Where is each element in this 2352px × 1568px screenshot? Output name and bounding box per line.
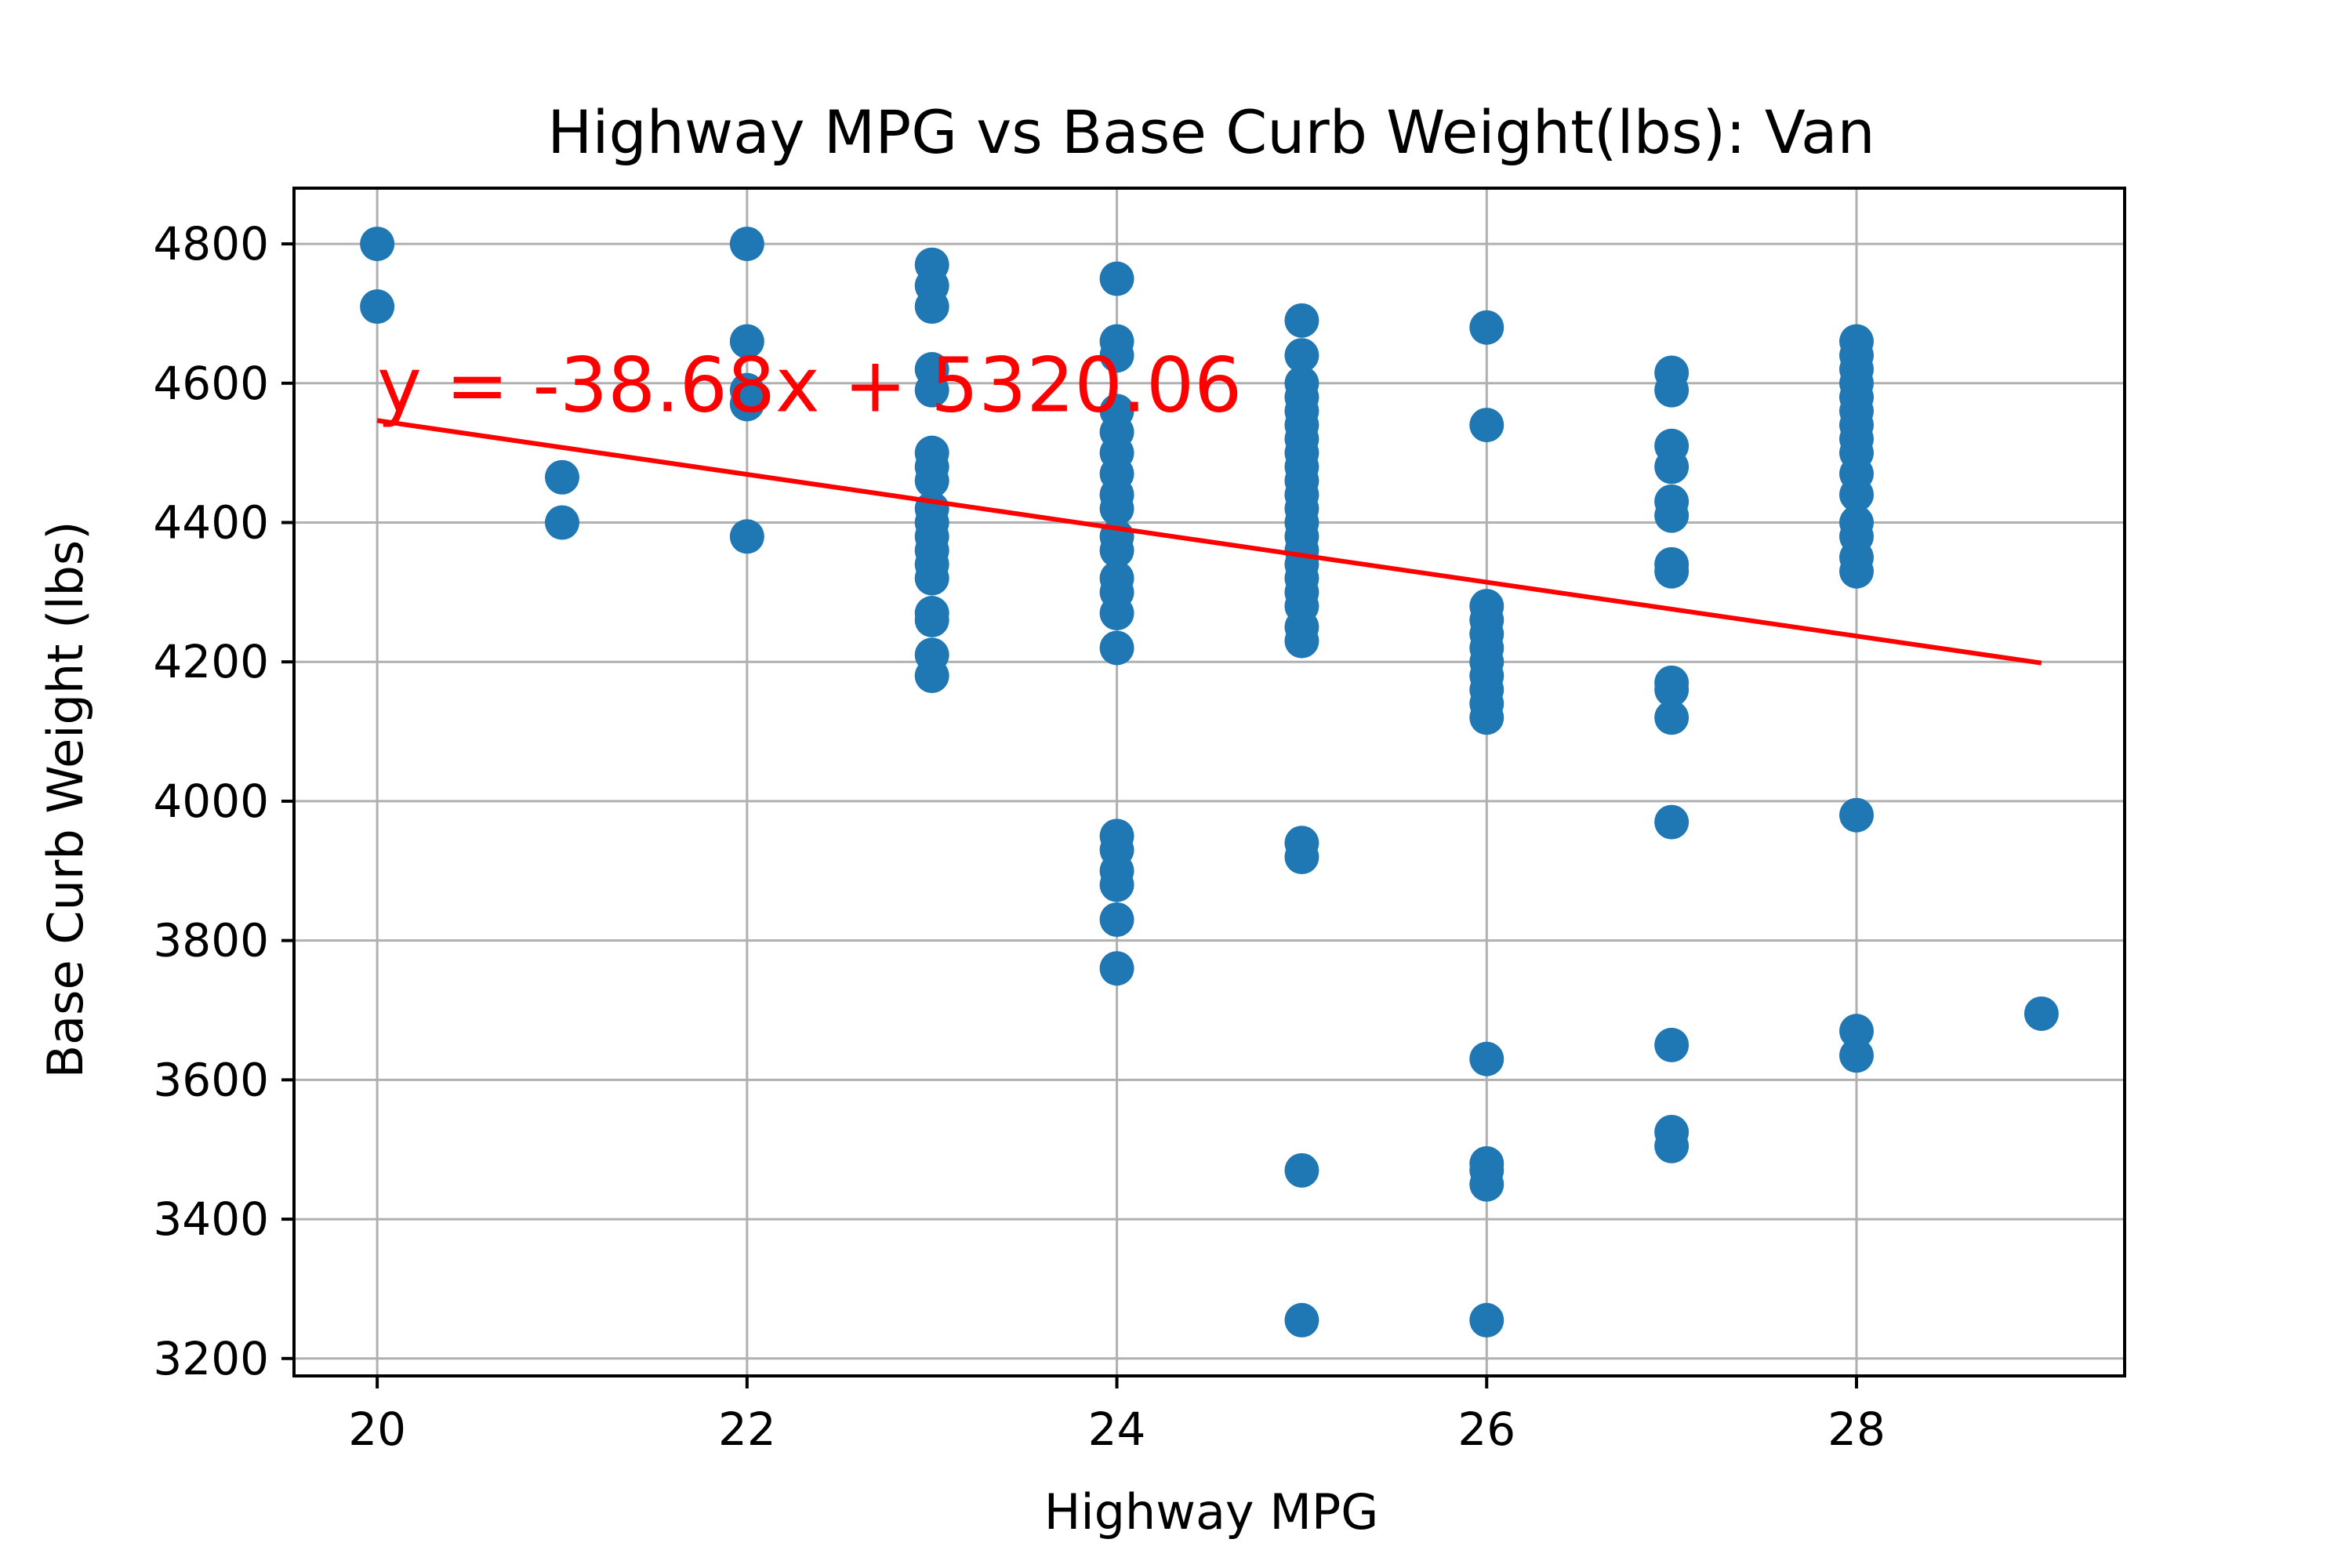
data-point (1654, 554, 1690, 589)
data-point (1654, 449, 1690, 485)
x-axis-label: Highway MPG (1044, 1483, 1379, 1541)
data-point (914, 561, 949, 596)
x-tick-label: 20 (348, 1403, 406, 1456)
data-point (1654, 804, 1690, 840)
data-point (914, 372, 949, 408)
y-tick-label: 4600 (153, 357, 269, 410)
data-point (1284, 338, 1319, 373)
data-point (1654, 372, 1690, 408)
data-point (914, 289, 949, 325)
x-tick-label: 26 (1457, 1403, 1515, 1456)
data-point (1469, 310, 1504, 345)
axes: 20 22 24 26 28 3200 3400 3600 3800 4000 4200 4400 46… (153, 187, 2126, 1456)
regression-line (376, 418, 2042, 666)
data-point (1284, 1302, 1319, 1338)
data-point (1099, 951, 1134, 986)
regression-equation: y = -38.68x + 5320.06 (377, 341, 1242, 429)
data-point (914, 602, 949, 637)
data-point (729, 324, 764, 359)
data-point (1654, 672, 1690, 707)
data-point (1099, 261, 1134, 296)
data-point (1099, 902, 1134, 937)
data-point (1469, 1041, 1504, 1076)
data-point (1839, 477, 1875, 512)
data-point (1839, 1014, 1875, 1049)
data-point (1284, 303, 1319, 338)
grid-lines (294, 188, 2125, 1376)
x-tick-label: 24 (1088, 1403, 1146, 1456)
y-tick-label: 4000 (153, 775, 269, 828)
y-tick-label: 4800 (153, 217, 269, 270)
y-tick-label: 3600 (153, 1053, 269, 1106)
data-point (1284, 623, 1319, 659)
y-tick-label: 3400 (153, 1192, 269, 1246)
data-point (2024, 996, 2059, 1031)
data-point (544, 459, 579, 495)
data-point (1654, 1128, 1690, 1163)
data-point (1654, 700, 1690, 735)
data-point (1469, 408, 1504, 443)
data-point (1099, 596, 1134, 631)
data-point (1469, 700, 1504, 735)
data-point (1099, 338, 1134, 373)
y-tick-label: 3200 (153, 1332, 269, 1385)
x-tick-label: 22 (718, 1403, 776, 1456)
data-point (1839, 554, 1875, 589)
chart-title: Highway MPG vs Base Curb Weight(lbs): Va… (547, 97, 1875, 167)
data-point (1654, 1027, 1690, 1062)
data-point (729, 387, 764, 422)
y-tick-label: 3800 (153, 914, 269, 967)
data-point (360, 227, 395, 262)
data-point (1099, 867, 1134, 902)
regression-layer (376, 418, 2042, 666)
y-axis-label: Base Curb Weight (lbs) (37, 521, 94, 1079)
data-point (1099, 533, 1134, 568)
data-point (1099, 491, 1134, 526)
data-point (1654, 498, 1690, 533)
data-point (544, 505, 579, 540)
y-tick-label: 4400 (153, 496, 269, 550)
data-point (729, 519, 764, 554)
data-point (1469, 1167, 1504, 1202)
data-point (1839, 1038, 1875, 1073)
data-point (1839, 797, 1875, 833)
data-point (1284, 1152, 1319, 1188)
data-point (1284, 840, 1319, 875)
data-point (1469, 1302, 1504, 1338)
data-point (1099, 630, 1134, 666)
data-point (360, 289, 395, 325)
data-point (914, 463, 949, 499)
data-point (914, 658, 949, 693)
plot-frame (292, 187, 2126, 1377)
x-tick-label: 28 (1828, 1403, 1886, 1456)
y-tick-label: 4200 (153, 635, 269, 688)
data-point (729, 227, 764, 262)
